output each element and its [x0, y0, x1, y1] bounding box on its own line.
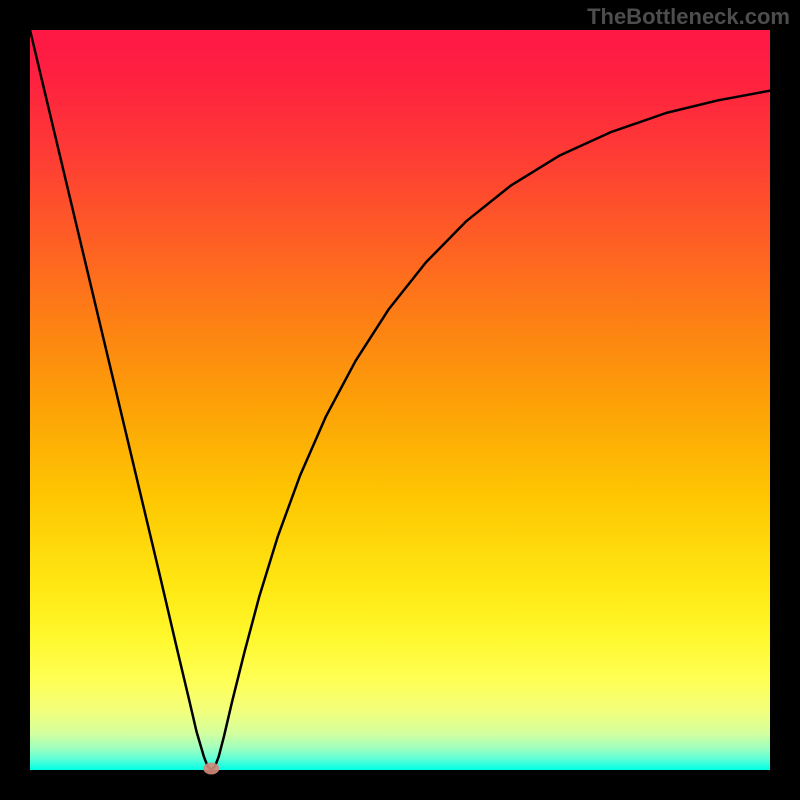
bottleneck-curve [30, 30, 770, 770]
plot-area [30, 30, 770, 770]
bottleneck-curve-layer [30, 30, 770, 770]
optimum-marker [203, 763, 219, 775]
chart-container: TheBottleneck.com [0, 0, 800, 800]
watermark-label: TheBottleneck.com [587, 4, 790, 30]
